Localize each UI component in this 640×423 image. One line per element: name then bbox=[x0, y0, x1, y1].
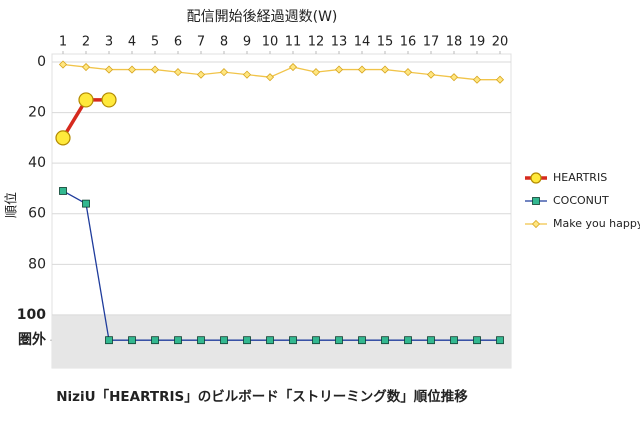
marker bbox=[219, 68, 229, 77]
legend-label: Make you happy bbox=[553, 217, 640, 230]
marker bbox=[335, 336, 343, 345]
marker bbox=[128, 336, 136, 345]
x-tick-label: 2 bbox=[82, 35, 90, 50]
x-axis-title: 配信開始後経過週数(W) bbox=[187, 9, 338, 25]
out-of-chart-band bbox=[52, 314, 511, 368]
marker bbox=[78, 92, 94, 108]
marker bbox=[266, 336, 274, 345]
x-tick-label: 12 bbox=[308, 35, 325, 50]
x-tick-label: 6 bbox=[174, 35, 182, 50]
marker bbox=[105, 336, 113, 345]
marker bbox=[174, 336, 182, 345]
x-tick-label: 8 bbox=[220, 35, 228, 50]
x-tick-label: 7 bbox=[197, 35, 205, 50]
marker bbox=[196, 70, 206, 79]
marker bbox=[127, 65, 137, 74]
marker bbox=[531, 219, 541, 229]
marker bbox=[495, 75, 505, 84]
marker bbox=[532, 197, 540, 205]
marker bbox=[59, 187, 67, 195]
marker bbox=[380, 65, 390, 74]
marker bbox=[288, 62, 298, 72]
x-tick-label: 19 bbox=[469, 35, 486, 50]
y-tick-label: 100 bbox=[17, 307, 46, 323]
marker bbox=[197, 336, 205, 345]
marker bbox=[150, 65, 160, 74]
x-tick-label: 4 bbox=[128, 35, 136, 50]
x-tick-label: 14 bbox=[354, 35, 371, 50]
marker bbox=[358, 336, 366, 345]
marker bbox=[403, 68, 413, 77]
marker bbox=[311, 68, 321, 77]
y-tick-label: 80 bbox=[28, 256, 46, 272]
marker bbox=[334, 65, 344, 74]
marker bbox=[472, 75, 482, 84]
marker bbox=[427, 336, 435, 345]
y-tick-label: 0 bbox=[37, 54, 46, 70]
marker bbox=[289, 336, 297, 345]
marker bbox=[530, 172, 542, 184]
x-tick-label: 11 bbox=[285, 35, 302, 50]
marker bbox=[357, 65, 367, 74]
caption: NiziU「HEARTRIS」のビルボード「ストリーミング数」順位推移 bbox=[56, 388, 468, 405]
x-tick-label: 20 bbox=[492, 35, 509, 50]
x-tick-label: 13 bbox=[331, 35, 348, 50]
marker bbox=[220, 336, 228, 345]
marker bbox=[426, 70, 436, 79]
y-tick-label: 40 bbox=[28, 155, 46, 171]
marker bbox=[151, 336, 159, 345]
marker bbox=[173, 68, 183, 77]
marker bbox=[243, 336, 251, 345]
marker bbox=[404, 336, 412, 345]
y-tick-label: 60 bbox=[28, 206, 46, 222]
marker bbox=[242, 70, 252, 79]
x-tick-label: 18 bbox=[446, 35, 463, 50]
marker bbox=[58, 60, 68, 69]
marker bbox=[312, 336, 320, 345]
marker bbox=[449, 73, 459, 82]
marker bbox=[381, 336, 389, 345]
x-tick-label: 16 bbox=[400, 35, 417, 50]
legend-label: COCONUT bbox=[553, 194, 609, 207]
marker bbox=[81, 62, 91, 72]
marker bbox=[55, 130, 71, 146]
marker bbox=[473, 336, 481, 345]
legend-label: HEARTRIS bbox=[553, 171, 607, 184]
x-tick-label: 3 bbox=[105, 35, 113, 50]
marker bbox=[101, 92, 117, 108]
marker bbox=[450, 336, 458, 345]
marker bbox=[82, 199, 90, 208]
y-tick-label: 圏外 bbox=[18, 331, 46, 348]
x-tick-label: 5 bbox=[151, 35, 159, 50]
x-tick-label: 17 bbox=[423, 35, 440, 50]
x-tick-label: 15 bbox=[377, 35, 394, 50]
x-tick-label: 9 bbox=[243, 35, 251, 50]
x-tick-label: 10 bbox=[262, 35, 279, 50]
y-tick-label: 20 bbox=[28, 105, 46, 121]
marker bbox=[104, 65, 114, 74]
marker bbox=[496, 336, 504, 345]
marker bbox=[265, 73, 275, 82]
y-axis-title: 順位 bbox=[5, 192, 20, 218]
x-tick-label: 1 bbox=[59, 35, 67, 50]
